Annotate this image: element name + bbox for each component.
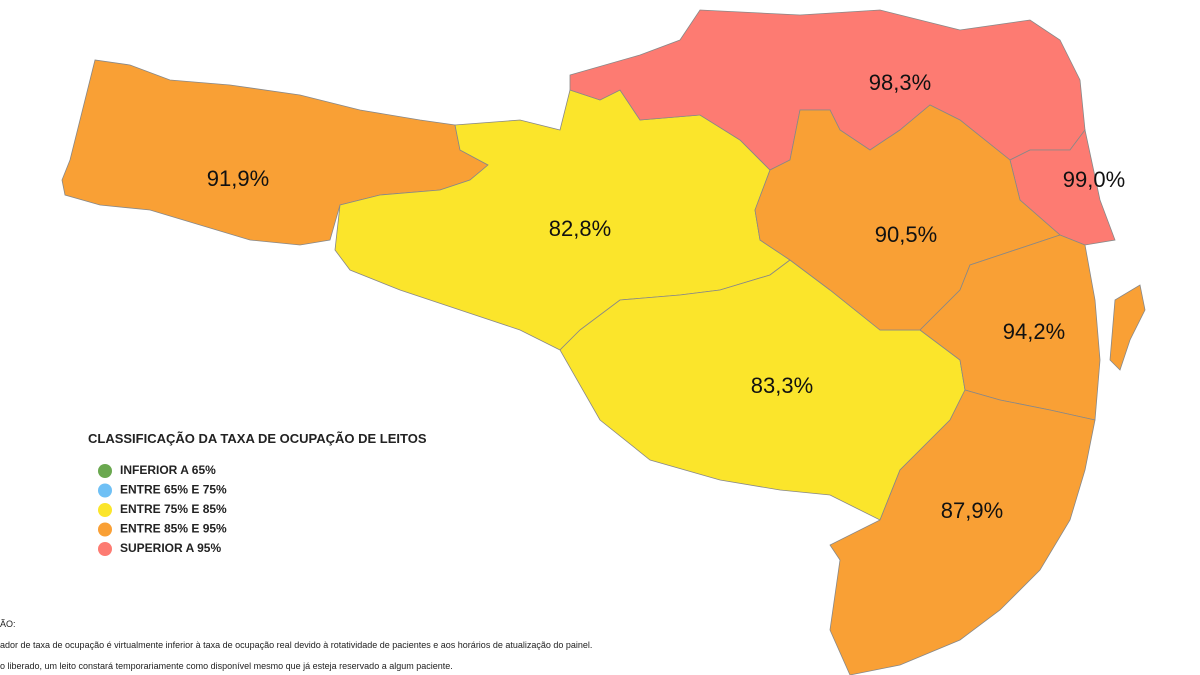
note-line: ador de taxa de ocupação é virtualmente …	[0, 640, 592, 650]
legend-label: ENTRE 85% E 95%	[120, 522, 227, 536]
region-label: 90,5%	[875, 222, 937, 247]
legend-swatch	[98, 503, 112, 517]
legend-swatch	[98, 542, 112, 556]
legend-label: SUPERIOR A 95%	[120, 541, 221, 555]
notes-heading: ÃO:	[0, 619, 16, 629]
legend-swatch	[98, 522, 112, 537]
legend-swatch	[98, 483, 112, 498]
legend-title: CLASSIFICAÇÃO DA TAXA DE OCUPAÇÃO DE LEI…	[88, 431, 427, 446]
legend: INFERIOR A 65% ENTRE 65% E 75% ENTRE 75% E…	[98, 463, 227, 556]
region-label: 87,9%	[941, 498, 1003, 523]
legend-swatch	[98, 464, 112, 478]
legend-label: INFERIOR A 65%	[120, 463, 216, 477]
legend-label: ENTRE 75% E 85%	[120, 502, 227, 516]
region-label: 99,0%	[1063, 167, 1125, 192]
region-label: 82,8%	[549, 216, 611, 241]
note-line: o liberado, um leito constará temporaria…	[0, 661, 453, 671]
region-label: 91,9%	[207, 166, 269, 191]
region-label: 94,2%	[1003, 319, 1065, 344]
region-label: 83,3%	[751, 373, 813, 398]
region-label: 98,3%	[869, 70, 931, 95]
legend-label: ENTRE 65% E 75%	[120, 483, 227, 497]
region	[829, 389, 1096, 675]
region	[1109, 284, 1146, 371]
region	[754, 104, 1061, 331]
